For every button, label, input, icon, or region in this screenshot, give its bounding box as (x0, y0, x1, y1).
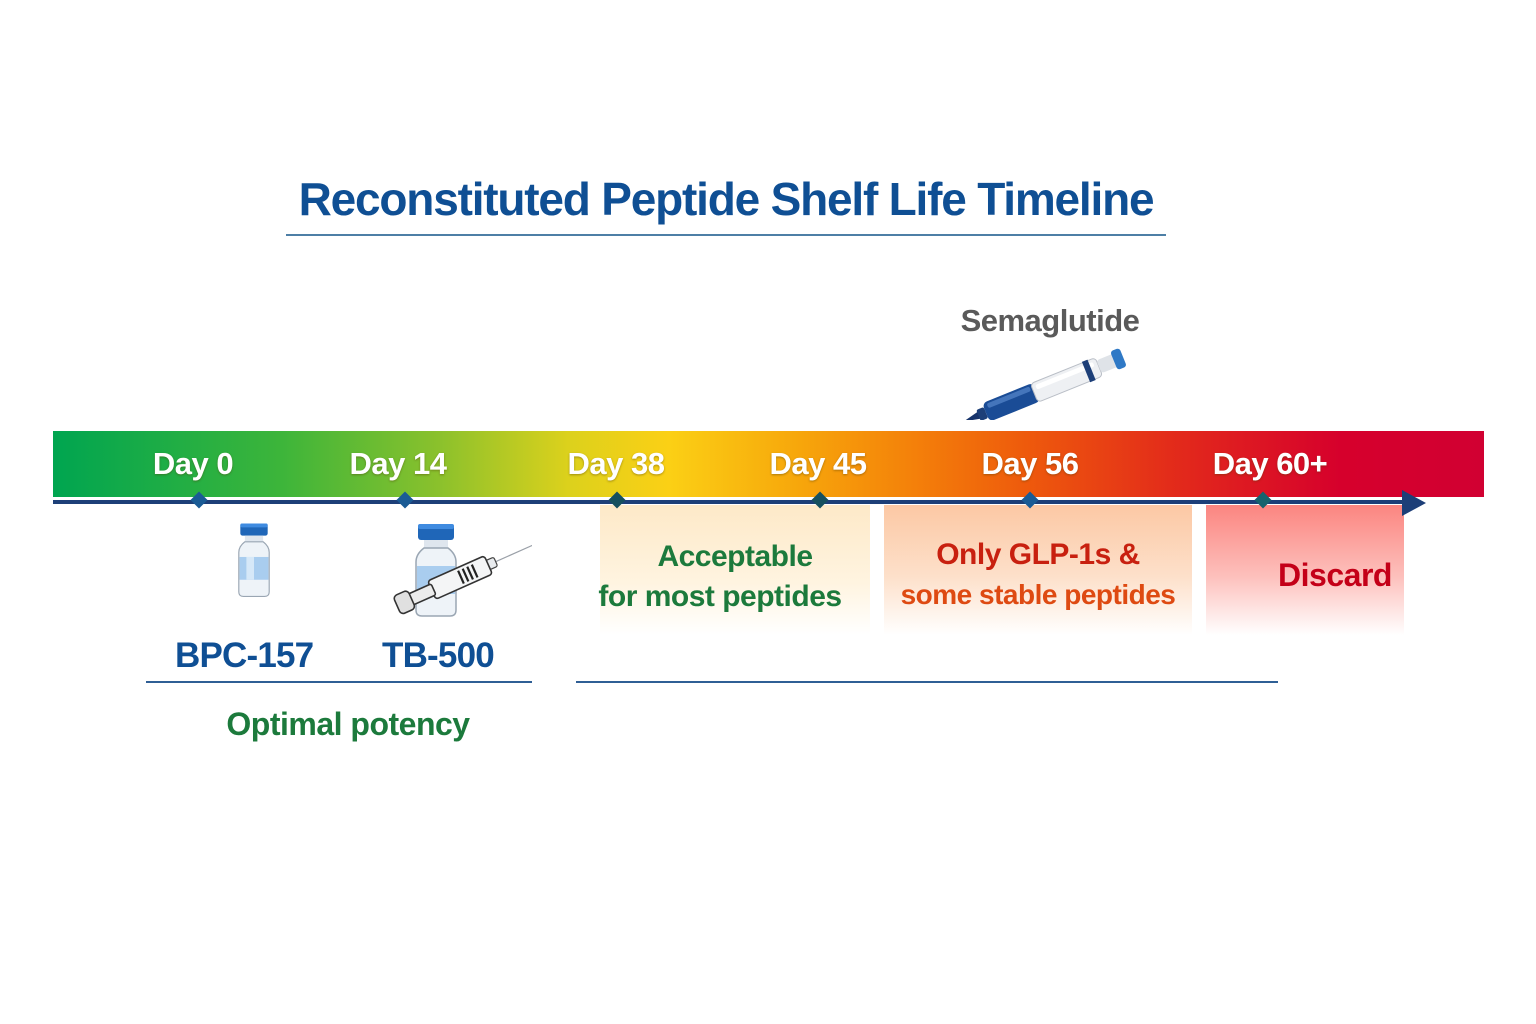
discard-zone: Discard (1206, 505, 1404, 635)
semaglutide-label: Semaglutide (960, 303, 1140, 338)
acceptable-zone: Acceptable for most peptides (598, 505, 870, 635)
vial-with-syringe-icon (393, 524, 532, 617)
optimal-potency-label: Optimal potency (226, 706, 470, 742)
peptide-label-tb500: TB-500 (382, 636, 495, 675)
peptide-label-bpc157: BPC-157 (175, 636, 314, 675)
arrow-right-icon (1402, 490, 1426, 516)
day-label-38: Day 38 (567, 446, 665, 481)
acceptable-line2: for most peptides (598, 580, 842, 613)
day-label-45: Day 45 (769, 446, 867, 481)
day-label-14: Day 14 (349, 446, 447, 481)
page-title: Reconstituted Peptide Shelf Life Timelin… (298, 173, 1155, 225)
glp-line1: Only GLP-1s & (936, 538, 1140, 571)
discard-label: Discard (1278, 557, 1392, 593)
optimal-range-line (146, 681, 532, 683)
injection-pen-icon (963, 348, 1126, 420)
glp-line2: some stable peptides (900, 579, 1176, 610)
acceptable-line1: Acceptable (657, 540, 813, 573)
title-underline (286, 234, 1166, 236)
later-range-line (576, 681, 1278, 683)
day-label-60-plus: Day 60+ (1212, 446, 1328, 481)
glp-zone: Only GLP-1s & some stable peptides (884, 505, 1192, 635)
vial-icon (238, 523, 270, 598)
day-label-56: Day 56 (981, 446, 1079, 481)
timeline-gradient-bar (53, 431, 1484, 497)
timeline-axis (53, 500, 1413, 504)
day-label-0: Day 0 (152, 446, 234, 481)
